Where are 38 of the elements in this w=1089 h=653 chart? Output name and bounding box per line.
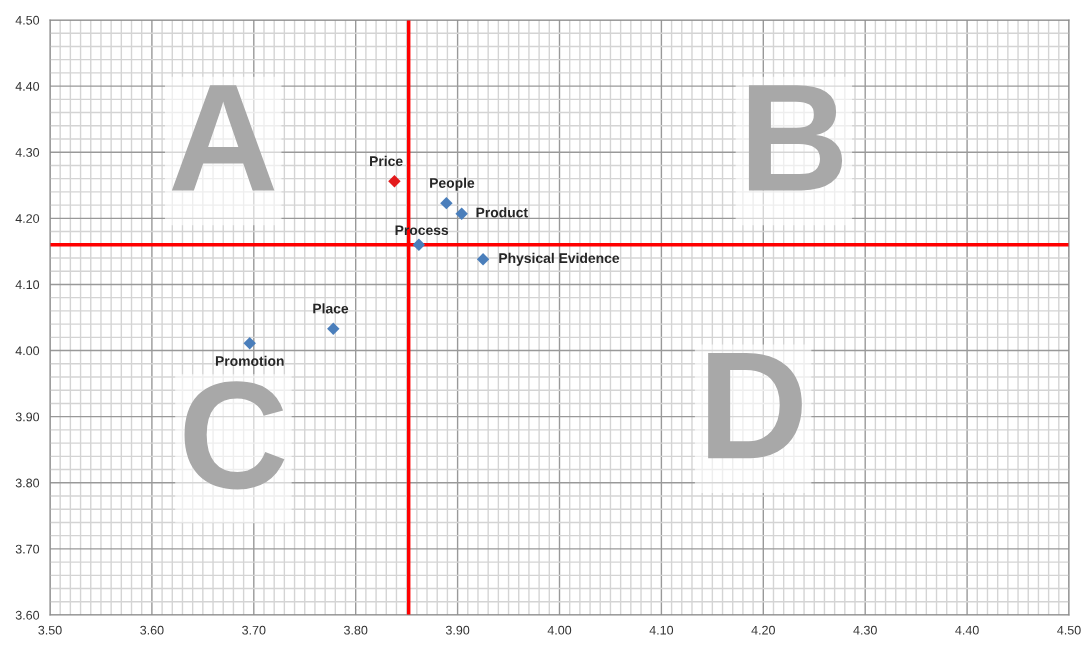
x-tick-label: 4.30 bbox=[853, 625, 877, 635]
y-tick-label: 4.10 bbox=[15, 280, 40, 290]
y-tick-label: 4.50 bbox=[15, 15, 40, 25]
series-label: People bbox=[430, 177, 475, 191]
x-tick-label: 3.70 bbox=[242, 625, 266, 635]
y-tick-label: 4.20 bbox=[15, 214, 40, 223]
y-tick-label: 3.60 bbox=[15, 610, 40, 620]
series-label: Place bbox=[313, 303, 349, 314]
series-label: Product bbox=[476, 207, 528, 218]
x-tick-label: 3.80 bbox=[344, 625, 368, 635]
annotation: A bbox=[171, 85, 275, 191]
point bbox=[243, 337, 256, 350]
x-tick-label: 4.50 bbox=[1057, 625, 1081, 635]
x-tick-label: 3.90 bbox=[445, 625, 470, 635]
series-label: Promotion bbox=[215, 355, 284, 366]
y-tick-label: 3.80 bbox=[15, 478, 40, 488]
point bbox=[476, 253, 490, 266]
series-label: Price bbox=[370, 155, 403, 167]
y-tick-label: 4.40 bbox=[15, 81, 40, 91]
point bbox=[327, 322, 340, 335]
x-tick-label: 4.20 bbox=[751, 625, 775, 635]
x-tick-label: 3.60 bbox=[140, 625, 164, 635]
y-tick-label: 3.70 bbox=[15, 544, 40, 554]
x-tick-label: 4.40 bbox=[955, 625, 979, 635]
annotation: D bbox=[708, 353, 802, 459]
point bbox=[412, 238, 426, 251]
x-tick-label: 4.10 bbox=[649, 625, 674, 635]
series-label: Physical Evidence bbox=[499, 252, 620, 266]
y-tick-label: 3.90 bbox=[15, 412, 40, 422]
x-tick-label: 3.50 bbox=[38, 625, 62, 635]
point bbox=[455, 207, 468, 220]
x-tick-label: 4.00 bbox=[547, 625, 572, 635]
point bbox=[440, 196, 453, 210]
y-tick-label: 4.00 bbox=[15, 346, 40, 356]
annotation: B bbox=[748, 85, 843, 191]
annotation: C bbox=[184, 381, 285, 490]
y-tick-label: 4.30 bbox=[15, 148, 40, 157]
point bbox=[388, 175, 401, 188]
